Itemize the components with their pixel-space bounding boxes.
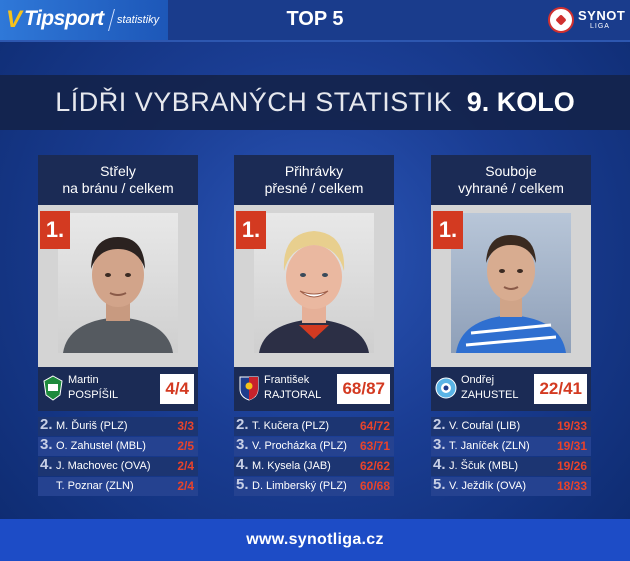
list-value: 19/31 <box>556 439 587 453</box>
list-name: M. Ďuriš (PLZ) <box>56 420 128 432</box>
list-value: 64/72 <box>359 419 390 433</box>
stats-banner: LÍDŘI VYBRANÝCH STATISTIK 9. KOLO <box>0 75 630 130</box>
list-rank: 2. <box>40 416 53 433</box>
list-item: 3. T. Janíček (ZLN) 19/31 <box>431 436 591 456</box>
page-title: TOP 5 <box>286 8 344 30</box>
leader-first-name: František <box>264 374 310 386</box>
list-name: J. Ščuk (MBL) <box>449 460 519 472</box>
list-value: 19/33 <box>556 419 587 433</box>
list-item: 4. M. Kysela (JAB) 62/62 <box>234 456 394 476</box>
list-value: 3/3 <box>177 419 194 433</box>
player-photo-image <box>58 213 178 353</box>
list-rank: 4. <box>40 456 53 473</box>
list-value: 2/4 <box>177 459 194 473</box>
leader-score: 68/87 <box>337 374 390 404</box>
list-item: 2. M. Ďuriš (PLZ) 3/3 <box>38 416 198 436</box>
top-bar: V Tipsport statistiky TOP 5 SYNOT LIGA <box>0 0 630 42</box>
list-rank: 5. <box>236 476 249 493</box>
list-item: 4. J. Machovec (OVA) 2/4 <box>38 456 198 476</box>
league-subtitle: LIGA <box>590 23 610 30</box>
list-item: 3. O. Zahustel (MBL) 2/5 <box>38 436 198 456</box>
list-name: T. Kučera (PLZ) <box>252 420 330 432</box>
list-name: J. Machovec (OVA) <box>56 460 151 472</box>
list-rank: 3. <box>236 436 249 453</box>
column-heading: Souboje vyhrané / celkem <box>431 155 591 205</box>
heading-line-1: Souboje <box>485 163 537 179</box>
list-name: V. Ježdík (OVA) <box>449 480 527 492</box>
leader-first-name: Ondřej <box>461 374 495 386</box>
leader-info: František RAJTORAL 68/87 <box>234 367 394 411</box>
list-value: 2/5 <box>177 439 194 453</box>
list-item: 3. V. Procházka (PLZ) 63/71 <box>234 436 394 456</box>
list-rank: 2. <box>433 416 446 433</box>
heading-line-2: přesné / celkem <box>264 180 364 196</box>
list-rank: 4. <box>236 456 249 473</box>
leader-name: Ondřej ZAHUSTEL <box>461 373 541 403</box>
leader-first-name: Martin <box>68 374 99 386</box>
list-value: 18/33 <box>556 479 587 493</box>
mlada-boleslav-club-icon <box>435 375 457 401</box>
leader-name: František RAJTORAL <box>264 373 344 403</box>
player-photo: 1. <box>431 205 591 367</box>
list-value: 62/62 <box>359 459 390 473</box>
leader-last-name: RAJTORAL <box>264 389 322 401</box>
list-item: 5. V. Ježdík (OVA) 18/33 <box>431 476 591 496</box>
list-rank: 4. <box>433 456 446 473</box>
column-heading: Přihrávky přesné / celkem <box>234 155 394 205</box>
heading-line-1: Střely <box>100 163 136 179</box>
rank-badge: 1. <box>236 211 266 249</box>
list-value: 2/4 <box>177 479 194 493</box>
heading-line-2: vyhrané / celkem <box>458 180 564 196</box>
heading-line-1: Přihrávky <box>284 163 344 179</box>
list-item: 2. T. Kučera (PLZ) 64/72 <box>234 416 394 436</box>
list-name: V. Procházka (PLZ) <box>252 440 347 452</box>
list-name: V. Coufal (LIB) <box>449 420 521 432</box>
list-item: T. Poznar (ZLN) 2/4 <box>38 477 198 496</box>
list-value: 60/68 <box>359 479 390 493</box>
leader-info: Ondřej ZAHUSTEL 22/41 <box>431 367 591 411</box>
brand-name: Tipsport <box>24 7 104 30</box>
league-ball-icon <box>548 7 574 33</box>
leader-last-name: POSPÍŠIL <box>68 389 119 401</box>
synot-liga-logo[interactable]: SYNOT LIGA <box>548 6 626 36</box>
list-name: O. Zahustel (MBL) <box>56 440 146 452</box>
heading-line-2: na bránu / celkem <box>62 180 174 196</box>
list-value: 19/26 <box>556 459 587 473</box>
plzen-club-icon <box>238 375 260 401</box>
list-rank: 3. <box>433 436 446 453</box>
jablonec-club-icon <box>42 375 64 401</box>
list-item: 2. V. Coufal (LIB) 19/33 <box>431 416 591 436</box>
rank-badge: 1. <box>433 211 463 249</box>
leader-info: Martin POSPÍŠIL 4/4 <box>38 367 198 411</box>
list-name: D. Limberský (PLZ) <box>252 480 347 492</box>
list-rank: 5. <box>433 476 446 493</box>
leader-score: 22/41 <box>534 374 587 404</box>
player-photo: 1. <box>234 205 394 367</box>
leader-last-name: ZAHUSTEL <box>461 389 519 401</box>
tipsport-v-icon: V <box>6 6 23 33</box>
column-heading: Střely na bránu / celkem <box>38 155 198 205</box>
banner-round: 9. KOLO <box>466 87 575 117</box>
player-photo-image <box>254 213 374 353</box>
list-name: T. Poznar (ZLN) <box>56 480 134 492</box>
banner-title: LÍDŘI VYBRANÝCH STATISTIK <box>55 87 453 117</box>
player-photo: 1. <box>38 205 198 367</box>
website-link[interactable]: www.synotliga.cz <box>246 531 384 548</box>
leader-score: 4/4 <box>160 374 194 404</box>
list-value: 63/71 <box>359 439 390 453</box>
tipsport-logo[interactable]: V Tipsport statistiky <box>0 0 168 40</box>
list-rank: 2. <box>236 416 249 433</box>
list-item: 5. D. Limberský (PLZ) 60/68 <box>234 476 394 496</box>
footer: www.synotliga.cz <box>0 519 630 561</box>
list-name: M. Kysela (JAB) <box>252 460 331 472</box>
league-name: SYNOT <box>578 8 626 23</box>
list-name: T. Janíček (ZLN) <box>449 440 530 452</box>
leader-name: Martin POSPÍŠIL <box>68 373 148 403</box>
rank-badge: 1. <box>40 211 70 249</box>
player-photo-image <box>451 213 571 353</box>
list-rank: 3. <box>40 436 53 453</box>
list-item: 4. J. Ščuk (MBL) 19/26 <box>431 456 591 476</box>
brand-subtitle: statistiky <box>117 14 160 26</box>
